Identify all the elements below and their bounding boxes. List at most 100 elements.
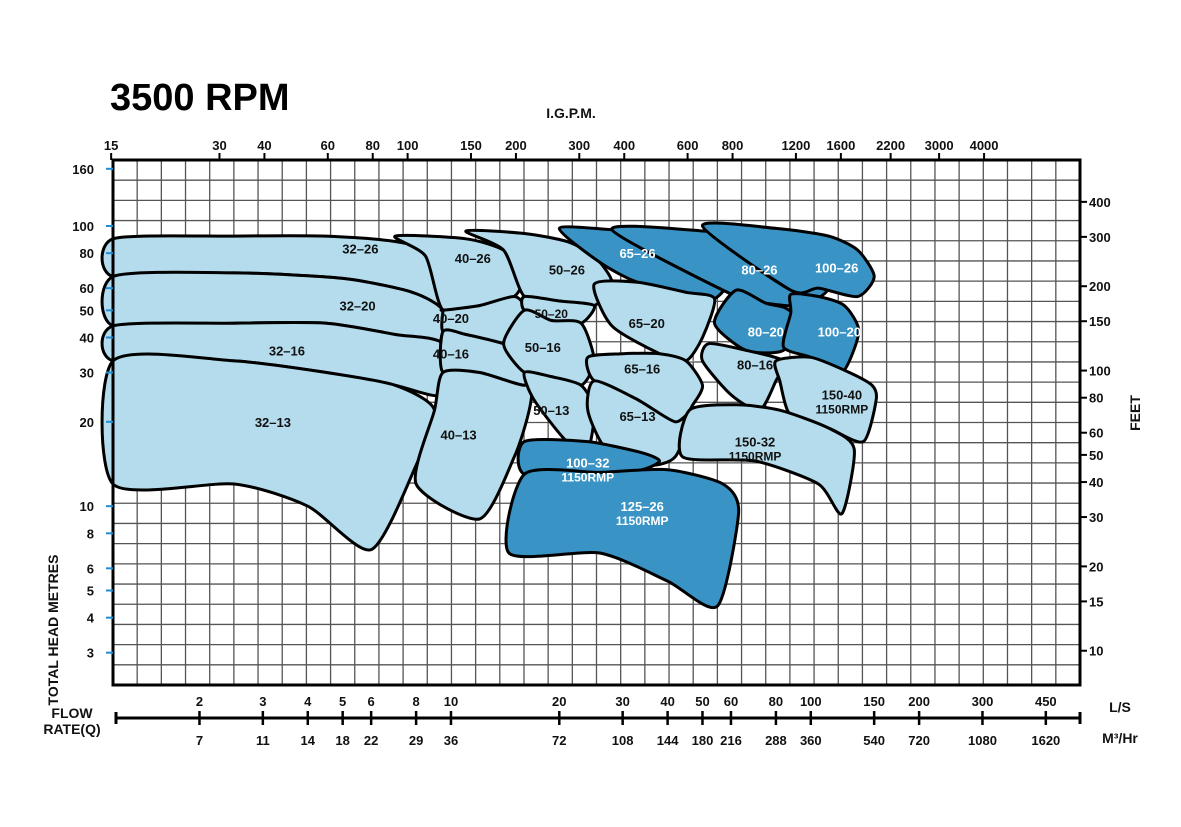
ls-tick-label: 80 <box>769 694 783 709</box>
ls-tick-label: 60 <box>724 694 738 709</box>
metres-tick-label: 5 <box>87 584 94 599</box>
region-label: 80–26 <box>741 262 777 277</box>
pump-curve-regions: 32–26 32–20 32–16 32–13 40–26 40–20 40–16 40–13… <box>100 221 878 610</box>
chart-title: 3500 RPM <box>110 77 290 119</box>
feet-tick-label: 300 <box>1089 230 1111 245</box>
metres-tick-label: 6 <box>87 561 94 576</box>
total-head-label: TOTAL HEAD METRES <box>45 555 61 706</box>
ls-tick-label: 5 <box>339 694 346 709</box>
region-65-20 <box>592 279 717 363</box>
ls-tick-label: 100 <box>800 694 822 709</box>
ls-tick-label: 8 <box>412 694 419 709</box>
igpm-tick-label: 15 <box>104 138 118 153</box>
region-sublabel: 1150RMP <box>816 403 869 417</box>
region-150-40-1150RMP <box>773 355 878 444</box>
feet-tick-label: 60 <box>1089 426 1103 441</box>
region-125-26-1150RMP <box>504 467 741 610</box>
m3hr-tick-label: 14 <box>301 733 316 748</box>
m3hr-tick-label: 288 <box>765 733 787 748</box>
m3hr-tick-label: 1620 <box>1031 733 1060 748</box>
igpm-tick-label: 30 <box>212 138 226 153</box>
region-32-13 <box>100 352 437 552</box>
feet-tick-label: 30 <box>1089 510 1103 525</box>
igpm-tick-label: 40 <box>257 138 271 153</box>
region-label: 32–13 <box>255 415 291 430</box>
feet-axis-title: FEET <box>1127 395 1143 431</box>
region-label: 32–16 <box>269 343 305 358</box>
region-100-26 <box>700 221 876 299</box>
igpm-tick-label: 3000 <box>925 138 954 153</box>
region-label: 150-32 <box>735 435 775 450</box>
ls-tick-label: 30 <box>615 694 629 709</box>
m3hr-tick-label: 540 <box>863 733 885 748</box>
feet-tick-labels: 400 300 200 150 100 80 60 50 40 30 20 15 10 <box>1080 195 1111 659</box>
igpm-tick-label: 80 <box>366 138 380 153</box>
metres-tick-label: 50 <box>80 303 94 318</box>
region-label: 40–16 <box>433 347 469 362</box>
feet-tick-label: 100 <box>1089 364 1111 379</box>
feet-tick-label: 50 <box>1089 448 1103 463</box>
metres-tick-label: 8 <box>87 526 94 541</box>
igpm-axis-title: I.G.P.M. <box>546 105 596 121</box>
m3hr-tick-label: 72 <box>552 733 566 748</box>
igpm-tick-label: 600 <box>677 138 699 153</box>
igpm-tick-label: 400 <box>613 138 635 153</box>
m3hr-tick-label: 29 <box>409 733 423 748</box>
igpm-tick-label: 1600 <box>826 138 855 153</box>
region-50-13 <box>522 370 596 452</box>
metres-tick-label: 40 <box>80 330 94 345</box>
ls-tick-label: 3 <box>259 694 266 709</box>
region-label: 32–20 <box>339 299 375 314</box>
ls-tick-label: 450 <box>1035 694 1057 709</box>
m3hr-tick-label: 108 <box>612 733 634 748</box>
feet-tick-label: 400 <box>1089 195 1111 210</box>
igpm-tick-label: 300 <box>568 138 590 153</box>
region-label: 65–26 <box>619 246 655 261</box>
region-150-32-1150RMP <box>677 403 856 516</box>
metres-tick-label: 100 <box>72 219 94 234</box>
ls-tick-label: 4 <box>304 694 312 709</box>
m3hr-tick-label: 18 <box>335 733 349 748</box>
igpm-tick-label: 800 <box>722 138 744 153</box>
region-label: 50–16 <box>525 340 561 355</box>
region-label: 50–26 <box>549 262 585 277</box>
region-label: 50–13 <box>533 403 569 418</box>
region-40-13 <box>413 368 536 521</box>
ls-tick-label: 300 <box>972 694 994 709</box>
ls-unit-label: L/S <box>1109 699 1131 715</box>
m3hr-tick-label: 720 <box>908 733 930 748</box>
region-label: 125–26 <box>621 499 664 514</box>
metres-tick-label: 160 <box>72 162 94 177</box>
region-label: 50–20 <box>535 307 569 321</box>
metres-tick-label: 20 <box>80 415 94 430</box>
feet-tick-label: 10 <box>1089 644 1103 659</box>
m3hr-tick-label: 36 <box>444 733 458 748</box>
metres-tick-label: 10 <box>80 499 94 514</box>
igpm-tick-label: 100 <box>397 138 419 153</box>
ls-tick-label: 10 <box>444 694 458 709</box>
metres-tick-label: 4 <box>87 611 95 626</box>
flow-label-line1: FLOW <box>51 705 93 721</box>
region-label: 100–26 <box>815 261 858 276</box>
igpm-tick-label: 4000 <box>970 138 999 153</box>
igpm-tick-label: 1200 <box>781 138 810 153</box>
region-65-13 <box>585 379 695 467</box>
ls-tick-label: 40 <box>660 694 674 709</box>
metres-tick-label: 30 <box>80 365 94 380</box>
igpm-tick-label: 150 <box>460 138 482 153</box>
m3hr-tick-label: 11 <box>256 733 270 748</box>
igpm-tick-label: 2200 <box>876 138 905 153</box>
ls-tick-label: 20 <box>552 694 566 709</box>
m3hr-tick-label: 1080 <box>968 733 997 748</box>
flow-label-line2: RATE(Q) <box>43 721 100 737</box>
region-sublabel: 1150RMP <box>616 514 669 528</box>
region-label: 65–20 <box>629 316 665 331</box>
region-label: 65–16 <box>624 362 660 377</box>
metres-tick-label: 3 <box>87 646 94 661</box>
ls-tick-label: 2 <box>196 694 203 709</box>
flow-axis: 2 7 3 11 4 14 5 18 6 22 8 29 10 36 20 72 30 108 40 144 50 180… <box>114 694 1082 748</box>
m3hr-tick-label: 7 <box>196 733 203 748</box>
region-sublabel: 1150RMP <box>561 471 614 485</box>
region-label: 65–13 <box>619 409 655 424</box>
